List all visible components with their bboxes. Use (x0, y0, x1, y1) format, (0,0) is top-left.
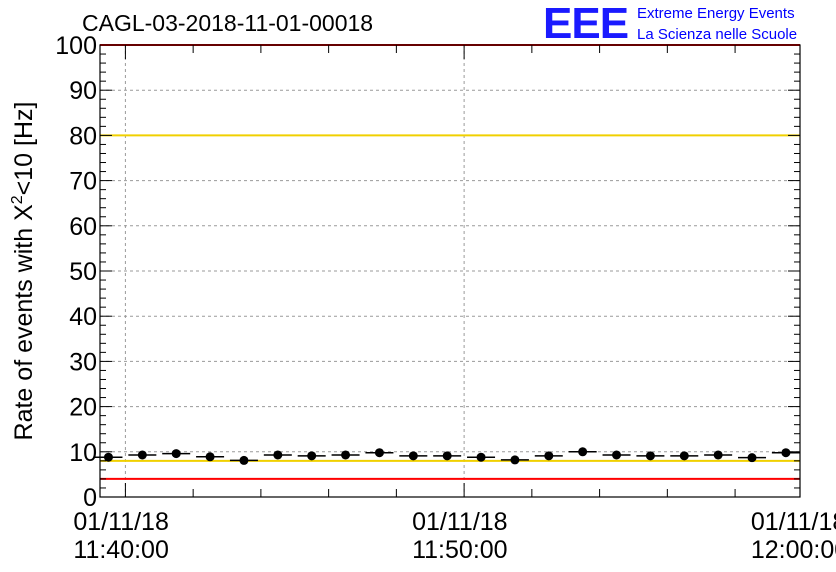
y-tick-label: 60 (69, 213, 97, 241)
data-point (781, 448, 791, 458)
data-point (171, 449, 181, 459)
data-point (645, 451, 655, 461)
data-point (137, 450, 147, 460)
data-point (374, 448, 384, 458)
y-tick-label: 100 (55, 32, 97, 60)
data-point (510, 455, 520, 465)
x-tick-date-label: 01/11/18 (751, 508, 836, 536)
y-axis-label-prefix: Rate of events with X (10, 204, 38, 441)
x-tick-time-label: 12:00:00 (751, 536, 836, 564)
data-point (408, 451, 418, 461)
logo-mark: EEE (543, 0, 629, 48)
y-tick-label: 20 (69, 394, 97, 422)
data-point (544, 451, 554, 461)
y-axis-label-sup: 2 (9, 195, 26, 204)
data-point (747, 453, 757, 463)
y-tick-label: 40 (69, 303, 97, 331)
y-tick-label: 70 (69, 168, 97, 196)
y-axis-label: Rate of events with X2<10 [Hz] (9, 102, 38, 441)
y-axis-label-suffix: <10 [Hz] (10, 102, 38, 196)
y-tick-label: 0 (83, 484, 97, 512)
x-tick-time-label: 11:40:00 (73, 536, 168, 564)
threshold-lines (100, 44, 800, 480)
y-tick-label: 90 (69, 77, 97, 105)
data-point (679, 451, 689, 461)
data-point (442, 451, 452, 461)
y-tick-label: 10 (69, 439, 97, 467)
x-tick-time-label: 11:50:00 (412, 536, 507, 564)
grid-lines (100, 45, 800, 497)
axis-ticks: 010203040506070809010001/11/1811:40:0001… (55, 32, 836, 564)
data-point (612, 450, 622, 460)
data-point (578, 447, 588, 457)
data-point (341, 450, 351, 460)
data-point (273, 450, 283, 460)
x-tick-date-label: 01/11/18 (412, 508, 507, 536)
y-tick-label: 50 (69, 258, 97, 286)
y-tick-label: 80 (69, 122, 97, 150)
y-tick-label: 30 (69, 348, 97, 376)
chart-title: CAGL-03-2018-11-01-00018 (82, 10, 374, 36)
logo-line-1: Extreme Energy Events (637, 5, 795, 22)
data-point (205, 452, 215, 462)
data-point (713, 450, 723, 460)
logo-line-2: La Scienza nelle Scuole (637, 26, 798, 43)
data-point (307, 451, 317, 461)
data-point (476, 452, 486, 462)
x-tick-date-label: 01/11/18 (73, 508, 168, 536)
data-point (239, 455, 249, 465)
data-point (103, 452, 113, 462)
data-series (94, 447, 800, 465)
